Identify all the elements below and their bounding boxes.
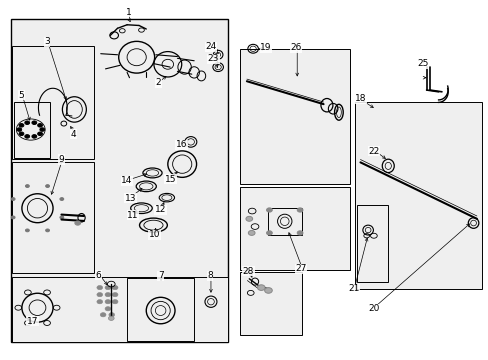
Bar xyxy=(12,46,93,159)
Circle shape xyxy=(264,288,272,293)
Text: 18: 18 xyxy=(354,94,366,103)
Bar xyxy=(239,49,349,184)
Circle shape xyxy=(105,285,111,290)
Circle shape xyxy=(75,221,81,225)
Text: 4: 4 xyxy=(70,130,76,139)
Text: 17: 17 xyxy=(27,317,39,325)
Text: 22: 22 xyxy=(367,147,379,156)
Circle shape xyxy=(105,293,111,297)
Circle shape xyxy=(11,216,15,219)
Bar xyxy=(239,187,349,270)
Circle shape xyxy=(108,316,114,320)
Circle shape xyxy=(257,285,264,291)
Circle shape xyxy=(60,198,63,201)
Circle shape xyxy=(297,231,303,235)
Circle shape xyxy=(97,285,102,290)
Circle shape xyxy=(32,121,37,125)
Bar xyxy=(354,102,481,289)
Bar xyxy=(12,162,93,274)
Circle shape xyxy=(11,198,15,201)
Circle shape xyxy=(112,285,118,290)
Text: 26: 26 xyxy=(290,43,301,52)
Text: 10: 10 xyxy=(148,230,160,239)
Circle shape xyxy=(45,229,49,232)
Circle shape xyxy=(97,293,102,297)
Circle shape xyxy=(266,208,272,212)
Circle shape xyxy=(100,312,106,317)
Circle shape xyxy=(112,300,118,304)
Bar xyxy=(267,208,302,235)
Text: 7: 7 xyxy=(158,271,163,280)
Text: 3: 3 xyxy=(44,37,50,46)
Bar xyxy=(12,277,227,342)
Circle shape xyxy=(19,123,24,127)
Circle shape xyxy=(109,312,114,317)
Text: 15: 15 xyxy=(164,175,176,184)
Circle shape xyxy=(297,208,303,212)
Bar xyxy=(11,19,227,342)
Circle shape xyxy=(19,132,24,136)
Bar xyxy=(239,272,302,334)
Text: 6: 6 xyxy=(95,271,101,280)
Text: 11: 11 xyxy=(127,211,138,220)
Circle shape xyxy=(25,135,30,138)
Circle shape xyxy=(245,216,252,221)
Text: 25: 25 xyxy=(416,59,427,68)
Circle shape xyxy=(45,185,49,188)
Text: 27: 27 xyxy=(295,264,306,273)
Circle shape xyxy=(105,300,111,304)
Text: 14: 14 xyxy=(121,176,133,185)
Text: 23: 23 xyxy=(207,54,219,63)
Circle shape xyxy=(60,216,63,219)
Circle shape xyxy=(112,293,118,297)
Circle shape xyxy=(38,132,42,136)
Text: 19: 19 xyxy=(260,43,271,52)
Circle shape xyxy=(25,229,29,232)
Text: 13: 13 xyxy=(124,194,136,203)
Circle shape xyxy=(266,231,272,235)
Bar xyxy=(14,102,50,158)
Circle shape xyxy=(17,128,21,131)
Circle shape xyxy=(248,230,255,235)
Text: 20: 20 xyxy=(367,304,379,313)
Circle shape xyxy=(25,121,30,125)
Bar xyxy=(356,205,387,282)
Text: 2: 2 xyxy=(155,78,161,87)
Text: 12: 12 xyxy=(155,206,166,215)
Text: 1: 1 xyxy=(125,8,131,17)
Text: 28: 28 xyxy=(242,266,253,275)
Circle shape xyxy=(32,135,37,138)
Text: 9: 9 xyxy=(59,155,64,164)
Text: 8: 8 xyxy=(207,271,212,280)
Circle shape xyxy=(105,307,111,311)
Text: 24: 24 xyxy=(205,42,216,51)
Circle shape xyxy=(25,185,29,188)
Circle shape xyxy=(97,300,102,304)
Circle shape xyxy=(38,123,42,127)
Text: 5: 5 xyxy=(18,91,24,100)
Text: 21: 21 xyxy=(347,284,359,293)
Text: 16: 16 xyxy=(175,140,186,149)
Bar xyxy=(127,278,194,341)
Circle shape xyxy=(40,128,44,131)
